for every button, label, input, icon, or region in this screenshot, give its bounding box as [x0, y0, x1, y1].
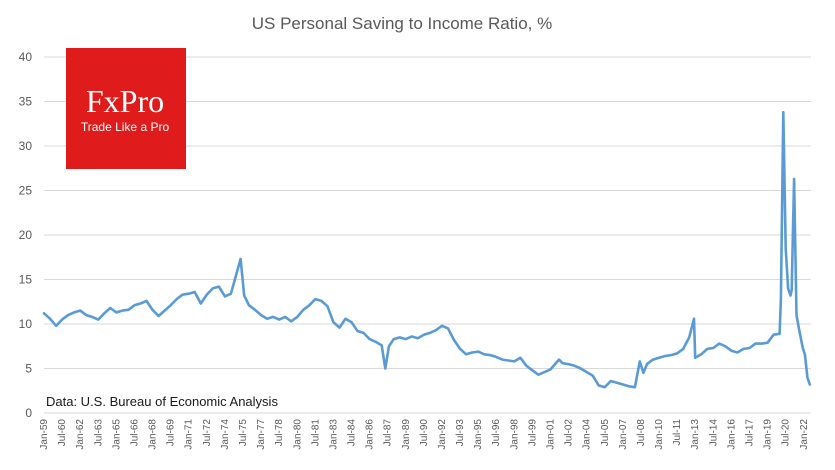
x-tick-label: Jul-78	[274, 419, 285, 447]
x-tick-label: Jan-71	[184, 419, 195, 450]
x-tick-label: Jan-95	[473, 419, 484, 450]
x-tick-label: Jan-65	[111, 419, 122, 450]
x-tick-label: Jul-81	[310, 419, 321, 447]
y-tick-label: 0	[25, 406, 32, 420]
x-tick-label: Jan-77	[256, 419, 267, 450]
x-tick-label: Jan-16	[726, 419, 737, 450]
x-tick-label: Jul-75	[238, 419, 249, 447]
saving-ratio-line	[42, 110, 812, 389]
x-axis-ticks: Jan-59 Jul-60 Jan-62 Jul-63 Jan-65 Jul-66 Jan-…	[39, 419, 810, 450]
x-tick-label: Jan-01	[546, 419, 557, 450]
y-axis-ticks: 0 5 10 15 20 25 30 35 40	[19, 50, 33, 420]
x-tick-label: Jan-74	[220, 419, 231, 450]
x-tick-label: Jan-04	[582, 419, 593, 450]
fxpro-logo-tagline: Trade Like a Pro	[81, 120, 170, 134]
x-tick-label: Jul-96	[491, 419, 502, 447]
x-tick-label: Jan-92	[437, 419, 448, 450]
x-tick-label: Jul-08	[636, 419, 647, 447]
y-tick-label: 20	[19, 228, 33, 242]
y-tick-label: 40	[19, 50, 33, 64]
x-tick-label: Jan-22	[799, 419, 810, 450]
fxpro-logo-brand: FxPro	[86, 83, 164, 119]
y-tick-label: 15	[19, 273, 33, 287]
x-tick-label: Jan-62	[75, 419, 86, 450]
fxpro-logo-background	[66, 48, 186, 169]
x-tick-label: Jul-66	[129, 419, 140, 447]
x-tick-label: Jan-10	[654, 419, 665, 450]
x-tick-label: Jul-93	[455, 419, 466, 447]
y-tick-label: 10	[19, 317, 33, 331]
data-source-note: Data: U.S. Bureau of Economic Analysis	[46, 394, 278, 409]
x-tick-label: Jul-05	[600, 419, 611, 447]
x-tick-label: Jul-14	[708, 419, 719, 447]
x-tick-label: Jul-99	[527, 419, 538, 447]
x-tick-label: Jan-59	[39, 419, 50, 450]
x-tick-label: Jul-84	[347, 419, 358, 447]
x-tick-label: Jul-69	[166, 419, 177, 447]
y-tick-label: 30	[19, 139, 33, 153]
x-tick-label: Jan-80	[292, 419, 303, 450]
y-tick-label: 35	[19, 95, 33, 109]
x-tick-label: Jul-11	[672, 419, 683, 446]
x-tick-label: Jan-86	[365, 419, 376, 450]
x-tick-label: Jul-60	[57, 419, 68, 447]
x-tick-label: Jan-13	[690, 419, 701, 450]
x-tick-label: Jul-20	[781, 419, 792, 447]
x-tick-label: Jan-98	[509, 419, 520, 450]
x-tick-label: Jan-68	[148, 419, 159, 450]
x-tick-label: Jul-90	[419, 419, 430, 447]
y-tick-label: 5	[25, 362, 32, 376]
x-tick-label: Jan-89	[401, 419, 412, 450]
x-tick-label: Jul-87	[383, 419, 394, 447]
fxpro-logo: FxPro Trade Like a Pro	[66, 48, 186, 169]
x-tick-label: Jul-63	[93, 419, 104, 447]
x-tick-label: Jul-02	[564, 419, 575, 447]
x-tick-label: Jan-83	[328, 419, 339, 450]
x-tick-label: Jan-19	[763, 419, 774, 450]
y-tick-label: 25	[19, 184, 33, 198]
x-tick-label: Jan-07	[618, 419, 629, 450]
chart-title: US Personal Saving to Income Ratio, %	[252, 14, 552, 33]
x-tick-label: Jul-72	[202, 419, 213, 447]
x-tick-label: Jul-17	[744, 419, 755, 447]
